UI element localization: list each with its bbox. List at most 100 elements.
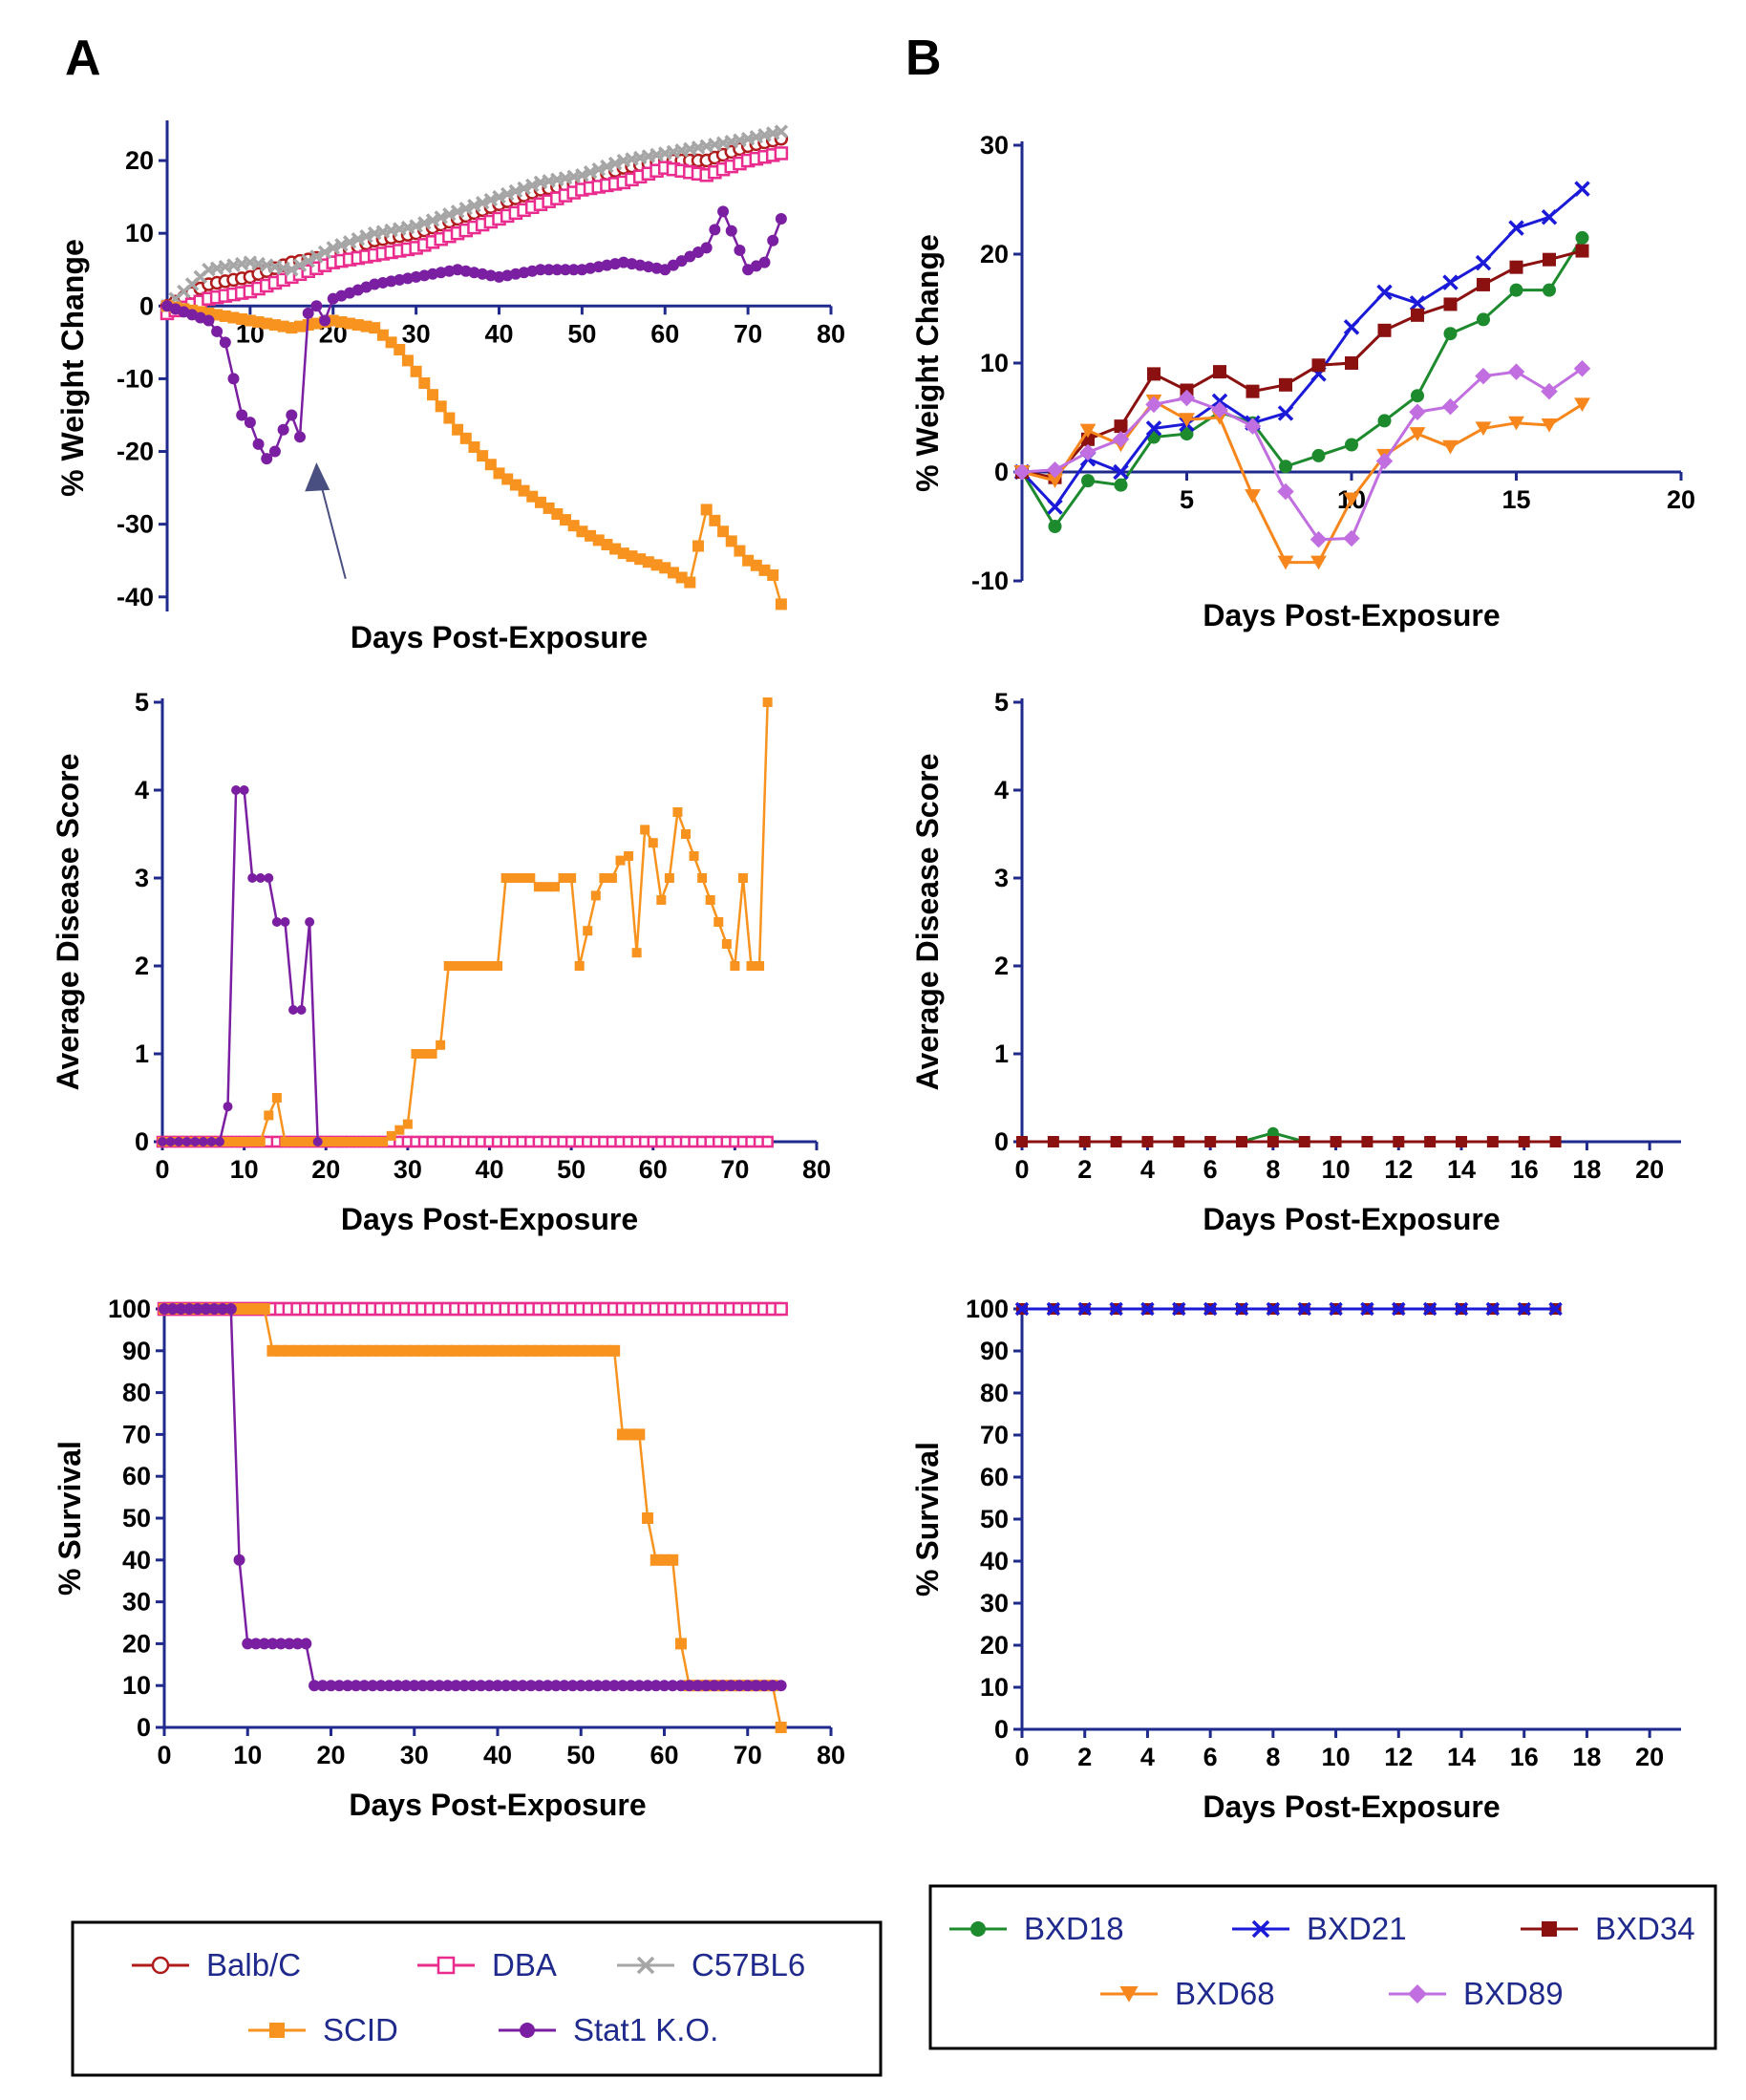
- x-tick-label: 40: [483, 1741, 512, 1769]
- x-tick-label: 0: [1014, 1155, 1029, 1184]
- y-tick-label: 30: [980, 1589, 1009, 1618]
- data-point: [452, 423, 464, 436]
- data-point: [285, 263, 299, 277]
- series-stat1-k-o: [158, 785, 323, 1146]
- data-point: [350, 1680, 362, 1692]
- data-point: [774, 1301, 788, 1317]
- data-point: [517, 1680, 529, 1692]
- legend-marker: [970, 1921, 986, 1937]
- data-point: [1477, 312, 1490, 327]
- data-point: [774, 146, 789, 161]
- y-tick-label: 10: [125, 219, 154, 247]
- data-point: [450, 1680, 462, 1692]
- y-tick-label: 1: [135, 1039, 149, 1068]
- data-point: [236, 409, 248, 421]
- legend-item-balb-c: Balb/C: [132, 1947, 301, 1982]
- legend-marker: [269, 2023, 285, 2038]
- x-axis-title: Days Post-Exposure: [1203, 598, 1500, 632]
- x-tick-label: 40: [475, 1155, 503, 1184]
- data-point: [1345, 438, 1358, 452]
- y-tick-label: 1: [994, 1039, 1009, 1068]
- x-tick-label: 12: [1384, 1155, 1413, 1184]
- series-bxd18: [1016, 1126, 1562, 1147]
- x-tick-label: 60: [639, 1155, 668, 1184]
- data-point: [725, 225, 737, 237]
- data-point: [709, 514, 721, 526]
- legend-marker: [636, 1956, 655, 1975]
- data-point: [443, 412, 456, 424]
- data-point: [435, 400, 447, 413]
- data-point: [542, 1680, 554, 1692]
- data-point: [277, 423, 289, 436]
- data-point: [305, 1137, 315, 1146]
- data-point: [697, 873, 708, 883]
- data-point: [533, 882, 543, 892]
- y-tick-label: -10: [117, 364, 154, 393]
- data-point: [292, 258, 308, 272]
- series-scid: [161, 300, 787, 611]
- data-point: [567, 264, 580, 276]
- data-point: [1543, 252, 1556, 267]
- data-point: [1454, 1301, 1469, 1317]
- data-point: [286, 409, 298, 421]
- data-point: [674, 1680, 687, 1692]
- data-point: [524, 1680, 537, 1692]
- data-point: [591, 1680, 604, 1692]
- data-point: [492, 1680, 503, 1692]
- data-point: [214, 1137, 224, 1146]
- legend-marker: [1119, 1986, 1139, 2003]
- data-point: [1541, 418, 1558, 433]
- data-point: [560, 264, 571, 276]
- legend-label: BXD68: [1175, 1976, 1275, 2011]
- data-point: [1079, 443, 1097, 461]
- data-point: [708, 1680, 720, 1692]
- x-axis-title: Days Post-Exposure: [1203, 1202, 1500, 1236]
- x-tick-label: 16: [1510, 1155, 1539, 1184]
- data-point: [1246, 384, 1260, 398]
- data-point: [443, 961, 454, 971]
- data-point: [558, 1680, 570, 1692]
- data-point: [583, 1680, 595, 1692]
- data-point: [418, 376, 431, 389]
- data-point: [244, 417, 256, 429]
- data-point: [275, 1638, 287, 1650]
- x-tick-label: 2: [1077, 1743, 1092, 1771]
- data-point: [550, 882, 560, 892]
- data-point: [750, 1680, 762, 1692]
- y-tick-label: 90: [122, 1337, 151, 1365]
- legend-label: BXD34: [1595, 1911, 1695, 1946]
- data-point: [1310, 530, 1328, 548]
- series-bxd89: [1013, 359, 1591, 548]
- series-line: [1021, 249, 1583, 480]
- y-tick-label: 20: [980, 1631, 1009, 1660]
- data-point: [394, 1125, 405, 1135]
- series-line: [162, 701, 769, 1144]
- data-point: [200, 1303, 212, 1315]
- y-axis-title: % Weight Change: [910, 234, 945, 492]
- data-point: [1574, 397, 1590, 413]
- series-scid: [158, 697, 773, 1146]
- legend-label: BXD18: [1024, 1911, 1124, 1946]
- data-point: [1541, 209, 1558, 225]
- data-point: [1509, 260, 1523, 274]
- data-point: [312, 1137, 323, 1146]
- data-point: [296, 1137, 307, 1146]
- data-point: [452, 961, 462, 971]
- x-tick-label: 80: [817, 319, 845, 348]
- data-point: [1548, 1301, 1563, 1317]
- data-point: [425, 1680, 437, 1692]
- data-point: [1441, 397, 1459, 416]
- data-point: [477, 450, 489, 462]
- legend-item-scid: SCID: [248, 2012, 398, 2047]
- legend-label: BXD21: [1307, 1911, 1407, 1946]
- data-point: [1203, 1301, 1218, 1317]
- data-point: [533, 1680, 545, 1692]
- data-point: [709, 224, 721, 236]
- y-tick-label: 10: [122, 1671, 151, 1700]
- data-point: [1330, 1136, 1342, 1147]
- data-point: [1211, 393, 1228, 410]
- data-point: [1178, 389, 1196, 407]
- data-point: [1377, 414, 1392, 428]
- y-tick-label: 20: [980, 240, 1009, 268]
